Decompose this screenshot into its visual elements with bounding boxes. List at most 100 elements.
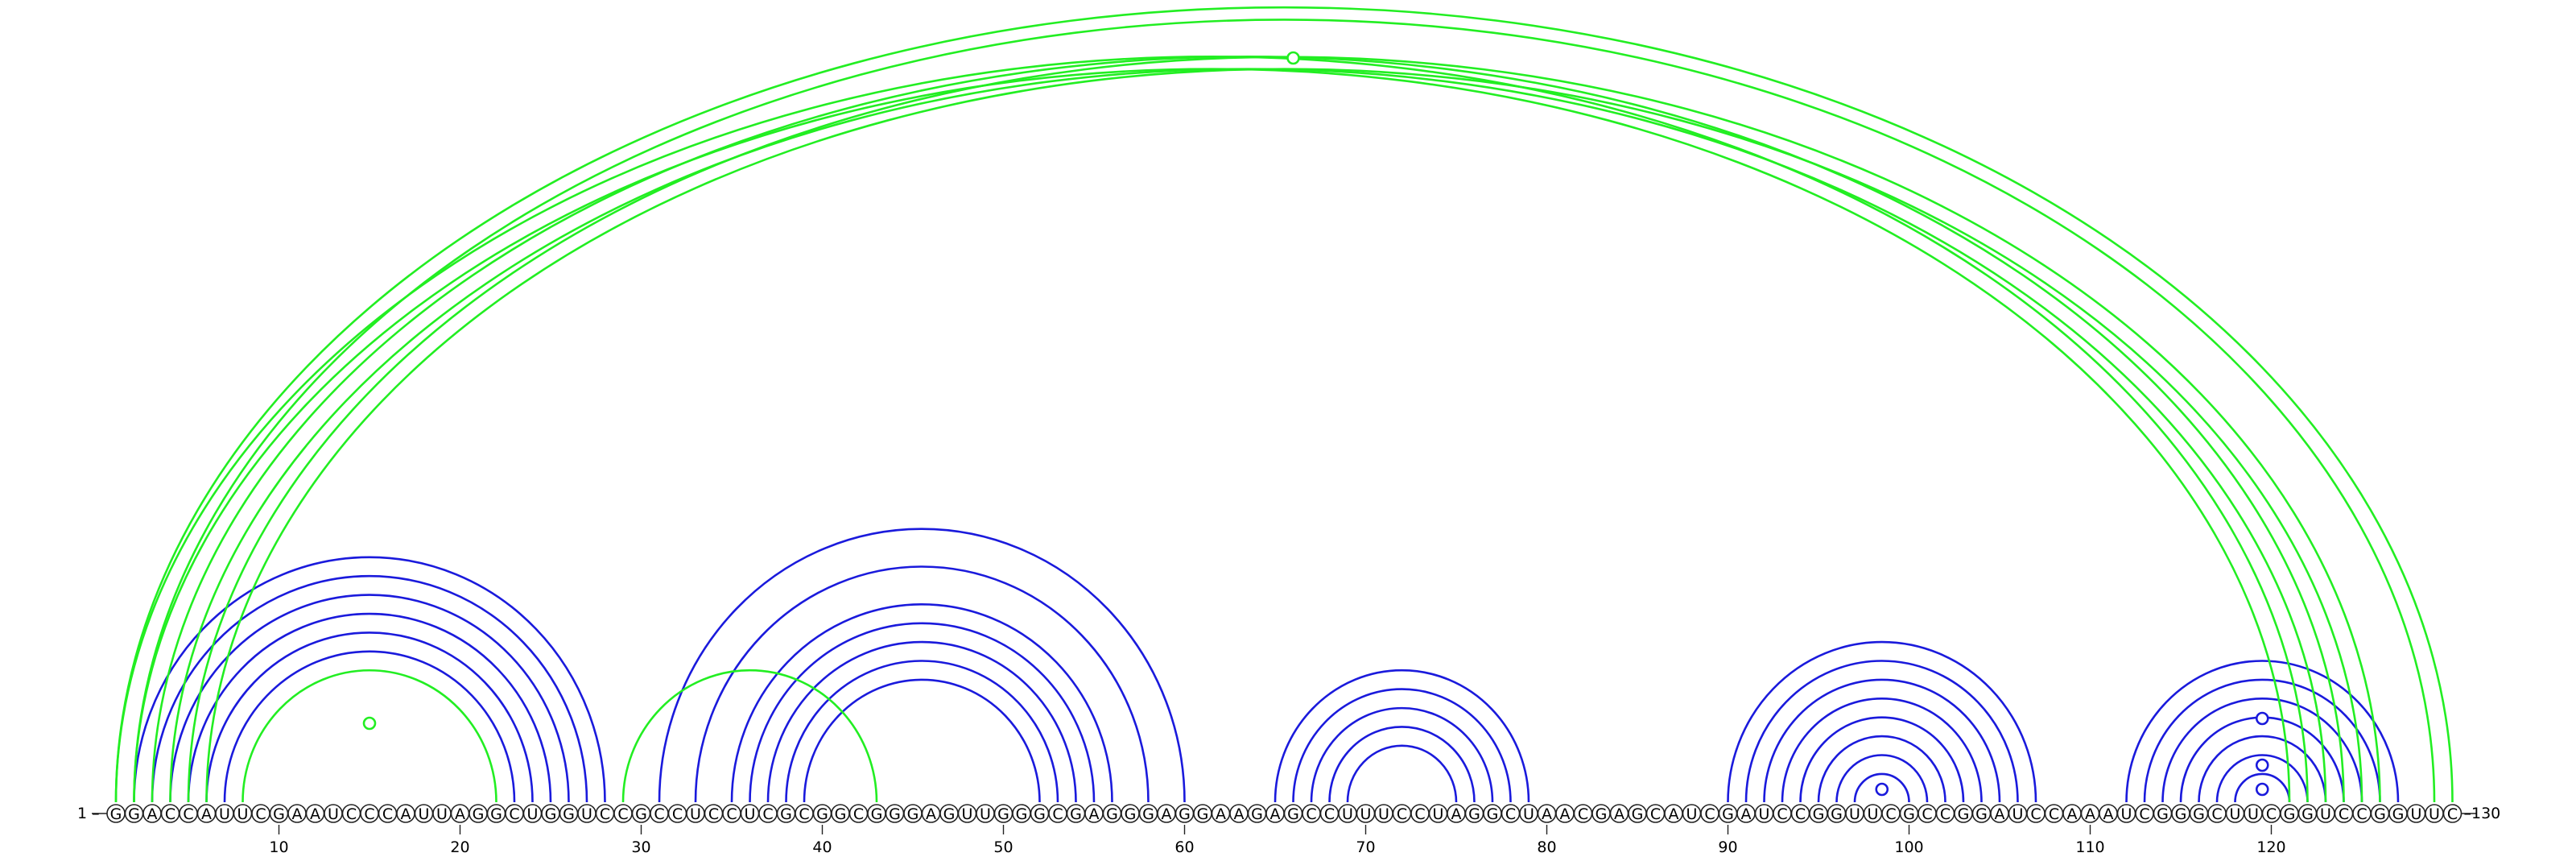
nucleotide-letter: G — [545, 805, 557, 823]
nucleotide-letter: C — [1795, 805, 1806, 823]
nucleotide-letter: C — [672, 805, 683, 823]
nucleotide-letter: C — [853, 805, 864, 823]
nucleotide: A — [1157, 804, 1176, 823]
nucleotide-letter: A — [1669, 805, 1679, 823]
nucleotide: U — [577, 804, 597, 823]
nucleotide-letter: G — [997, 805, 1009, 823]
nucleotide: A — [1211, 804, 1231, 823]
nucleotide: C — [1700, 804, 1719, 823]
nucleotide-letter: G — [907, 805, 919, 823]
nucleotide: C — [1773, 804, 1792, 823]
nucleotide-letter: G — [1903, 805, 1915, 823]
nucleotide-letter: A — [1451, 805, 1462, 823]
nucleotide-letter: U — [2121, 805, 2132, 823]
nucleotide-letter: C — [165, 805, 175, 823]
nucleotide-letter: U — [419, 805, 430, 823]
nucleotide: G — [541, 804, 560, 823]
nucleotide: U — [522, 804, 543, 823]
nucleotide-letter: A — [1560, 805, 1571, 823]
nucleotide-letter: U — [1868, 805, 1879, 823]
nucleotide-letter: G — [273, 805, 285, 823]
nucleotide: U — [2316, 804, 2335, 823]
nucleotide-letter: U — [527, 805, 539, 823]
nucleotide: C — [704, 804, 724, 823]
tick-label-70: 70 — [1356, 838, 1375, 856]
tick-label-120: 120 — [2256, 838, 2285, 856]
nucleotide-letter: G — [2175, 805, 2187, 823]
nucleotide-letter: G — [943, 805, 956, 823]
nucleotide: C — [1410, 804, 1430, 823]
nucleotide-letter: G — [1975, 805, 1988, 823]
nucleotide-letter: G — [2392, 805, 2405, 823]
nucleotide-letter: U — [1342, 805, 1353, 823]
nucleotide: U — [1338, 804, 1357, 823]
pair-marker-3 — [2255, 711, 2269, 726]
nucleotide: G — [1954, 804, 1973, 823]
nucleotide: C — [1790, 804, 1810, 823]
nucleotide: U — [686, 804, 705, 823]
nucleotide-letter: U — [581, 805, 592, 823]
blue-arc-12 — [803, 678, 1041, 803]
nucleotide-letter: G — [871, 805, 883, 823]
green-arc-0 — [114, 56, 2309, 803]
nucleotide: G — [1193, 804, 1212, 823]
nucleotide-letter: G — [1106, 805, 1118, 823]
nucleotide-letter: C — [2447, 805, 2458, 823]
nucleotide-letter: C — [2266, 805, 2277, 823]
nucleotide: C — [722, 804, 741, 823]
nucleotide: G — [1066, 804, 1086, 823]
nucleotide: C — [758, 804, 778, 823]
nucleotide: U — [1356, 804, 1376, 823]
nucleotide: U — [1428, 804, 1448, 823]
nucleotide: A — [287, 804, 307, 823]
nucleotide: C — [505, 804, 524, 823]
nucleotide-letter: A — [292, 805, 303, 823]
nucleotide-letter: C — [762, 805, 773, 823]
nucleotide-letter: C — [726, 805, 737, 823]
nucleotide-letter: G — [2193, 805, 2205, 823]
nucleotide: C — [2135, 804, 2154, 823]
marker-layer — [362, 51, 2269, 797]
nucleotide: C — [2044, 804, 2064, 823]
nucleotide-letter: C — [708, 805, 719, 823]
tick-label-110: 110 — [2075, 838, 2104, 856]
nucleotide-letter: C — [255, 805, 266, 823]
nucleotide-letter: G — [1251, 805, 1263, 823]
nucleotide-letter: G — [1142, 805, 1154, 823]
nucleotide-letter: A — [1614, 805, 1624, 823]
nucleotide: G — [1121, 804, 1140, 823]
nucleotide: G — [1283, 804, 1303, 823]
nucleotide-letter: A — [1542, 805, 1552, 823]
blue-arc-1 — [151, 574, 588, 803]
tick-label-40: 40 — [812, 838, 832, 856]
nucleotide-letter: U — [1433, 805, 1444, 823]
blue-arc-3 — [187, 612, 552, 803]
nucleotide: C — [1392, 804, 1412, 823]
nucleotide: G — [269, 804, 289, 823]
nucleotide-letter: C — [183, 805, 193, 823]
nucleotide: U — [215, 804, 234, 823]
nucleotide: C — [667, 804, 687, 823]
nucleotide: U — [957, 804, 977, 823]
nucleotide-letter: C — [509, 805, 519, 823]
nucleotide: C — [378, 804, 398, 823]
nucleotide: C — [1881, 804, 1901, 823]
nucleotide-letter: C — [1922, 805, 1932, 823]
nucleotide: A — [450, 804, 470, 823]
nucleotide-letter: C — [2049, 805, 2059, 823]
nucleotide: U — [1863, 804, 1883, 823]
nucleotide-letter: C — [1940, 805, 1951, 823]
nucleotide: C — [1319, 804, 1340, 823]
nucleotide: C — [179, 804, 198, 823]
nucleotide: G — [812, 804, 832, 823]
blue-arc-22 — [1799, 716, 1965, 803]
blue-arc-5 — [223, 650, 516, 803]
nucleotide-letter: A — [926, 805, 936, 823]
pair-marker-2 — [1875, 782, 1889, 797]
tick-axis: 10 20 30 40 50 60 70 80 90 100 110 120 — [269, 825, 2286, 856]
nucleotide-letter: G — [1070, 805, 1082, 823]
nucleotide: G — [903, 804, 923, 823]
nucleotide-letter: G — [490, 805, 502, 823]
nucleotide-letter: A — [455, 805, 465, 823]
blue-arc-28 — [2161, 698, 2363, 803]
